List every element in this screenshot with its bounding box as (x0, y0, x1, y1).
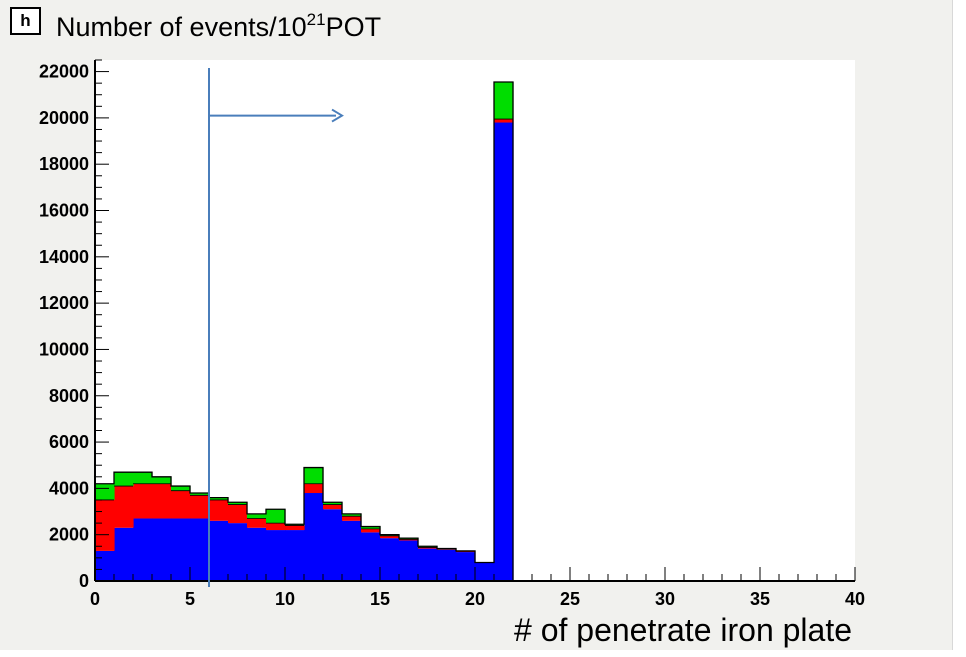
histogram-bar-s2-bin14 (361, 526, 381, 529)
histogram-bar-s0-bin9 (266, 530, 286, 581)
histogram-bar-s1-bin1 (114, 486, 134, 528)
histogram-bar-s2-bin3 (152, 476, 172, 484)
histogram-bar-s2-bin6 (209, 497, 229, 500)
histogram-bar-s0-bin6 (209, 520, 229, 581)
histogram-bar-s2-bin7 (228, 502, 248, 505)
y-title-text: Number of events/10 (56, 12, 307, 42)
y-axis-title: Number of events/1021POT (56, 10, 382, 43)
histogram-bar-s0-bin17 (418, 548, 438, 581)
x-tick-label-5: 5 (185, 589, 195, 609)
histogram-inner-outline (95, 118, 513, 563)
histogram-bar-s0-bin19 (456, 552, 476, 581)
histogram-bar-s1-bin0 (95, 499, 115, 551)
histogram-bar-s2-bin12 (323, 502, 343, 505)
histogram-bar-s1-bin3 (152, 483, 172, 519)
histogram-bar-s2-bin5 (190, 493, 210, 496)
y-tick-label-20000: 20000 (39, 108, 89, 128)
histogram-bar-s0-bin7 (228, 523, 248, 581)
x-axis-title: # of penetrate iron plate (514, 612, 853, 648)
x-tick-label-35: 35 (750, 589, 770, 609)
y-tick-label-14000: 14000 (39, 247, 89, 267)
histogram-bar-s2-bin1 (114, 472, 134, 487)
y-tick-label-22000: 22000 (39, 62, 89, 82)
y-tick-label-10000: 10000 (39, 339, 89, 359)
histogram-bar-s0-bin18 (437, 549, 457, 581)
histogram-bar-s0-bin13 (342, 520, 362, 581)
histogram-bar-s2-bin0 (95, 483, 115, 500)
y-tick-label-0: 0 (79, 571, 89, 591)
histogram-bar-s1-bin16 (399, 539, 419, 541)
histogram-bar-s1-bin2 (133, 483, 153, 519)
histogram-bar-s2-bin11 (304, 467, 324, 484)
histogram-bar-s0-bin2 (133, 518, 153, 581)
histogram-bar-s0-bin15 (380, 538, 400, 581)
y-title-exponent: 21 (306, 10, 326, 29)
histogram-bar-s1-bin21 (494, 119, 514, 123)
histogram-bar-s2-bin13 (342, 513, 362, 517)
x-tick-label-15: 15 (370, 589, 390, 609)
histogram-bar-s0-bin5 (190, 518, 210, 581)
y-tick-label-12000: 12000 (39, 293, 89, 313)
histogram-bar-s1-bin17 (418, 547, 438, 549)
histogram-bar-s1-bin7 (228, 504, 248, 524)
histogram-bar-s0-bin11 (304, 493, 324, 581)
histogram-bar-s2-bin8 (247, 513, 267, 519)
histogram-bar-s1-bin5 (190, 495, 210, 519)
histogram-bar-s1-bin13 (342, 516, 362, 521)
y-tick-label-4000: 4000 (49, 478, 89, 498)
x-tick-label-20: 20 (465, 589, 485, 609)
histogram-bar-s2-bin4 (171, 486, 191, 491)
x-tick-label-0: 0 (90, 589, 100, 609)
histogram-outline (94, 81, 514, 581)
histogram-bar-s2-bin2 (133, 472, 153, 484)
histogram-bar-s2-bin9 (266, 509, 286, 524)
histogram-bar-s0-bin8 (247, 527, 267, 581)
histogram-bar-s0-bin0 (95, 550, 115, 581)
histogram-bar-s1-bin10 (285, 525, 305, 531)
plot-area (95, 60, 855, 581)
y-tick-label-2000: 2000 (49, 525, 89, 545)
y-title-unit: POT (325, 12, 382, 42)
x-tick-label-30: 30 (655, 589, 675, 609)
x-tick-label-10: 10 (275, 589, 295, 609)
histogram-bar-s0-bin20 (475, 562, 495, 581)
y-tick-label-6000: 6000 (49, 432, 89, 452)
histogram-bar-s1-bin12 (323, 504, 343, 510)
histogram-bar-s1-bin15 (380, 535, 400, 539)
x-tick-label-25: 25 (560, 589, 580, 609)
histogram-bar-s0-bin14 (361, 532, 381, 581)
y-tick-label-8000: 8000 (49, 386, 89, 406)
histogram-bar-s1-bin9 (266, 523, 286, 531)
histogram-bar-s0-bin21 (494, 122, 514, 582)
histogram-bar-s1-bin11 (304, 483, 324, 494)
histogram-bar-s0-bin4 (171, 518, 191, 581)
x-tick-label-40: 40 (845, 589, 865, 609)
y-tick-label-16000: 16000 (39, 201, 89, 221)
y-tick-label-18000: 18000 (39, 154, 89, 174)
histogram-bar-s0-bin1 (114, 527, 134, 581)
histogram-bar-s0-bin3 (152, 518, 172, 581)
histogram-bar-s1-bin14 (361, 528, 381, 533)
histogram-bar-s0-bin16 (399, 540, 419, 581)
arrow-head (331, 108, 344, 123)
histogram-bar-s2-bin21 (494, 81, 514, 120)
histogram-bar-s1-bin8 (247, 518, 267, 528)
histogram-bar-s1-bin4 (171, 490, 191, 519)
histogram-bar-s1-bin6 (209, 499, 229, 521)
histogram-name-badge: h (10, 7, 41, 35)
histogram-bar-s0-bin12 (323, 509, 343, 581)
histogram-bar-s0-bin10 (285, 530, 305, 581)
